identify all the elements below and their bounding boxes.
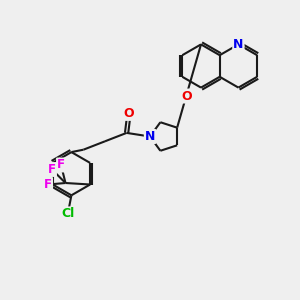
Text: O: O xyxy=(124,107,134,120)
Text: N: N xyxy=(145,130,155,143)
Text: O: O xyxy=(181,89,191,103)
Text: N: N xyxy=(233,38,244,51)
Text: Cl: Cl xyxy=(61,207,74,220)
Text: F: F xyxy=(44,178,52,191)
Text: F: F xyxy=(48,163,56,176)
Text: F: F xyxy=(57,158,65,172)
